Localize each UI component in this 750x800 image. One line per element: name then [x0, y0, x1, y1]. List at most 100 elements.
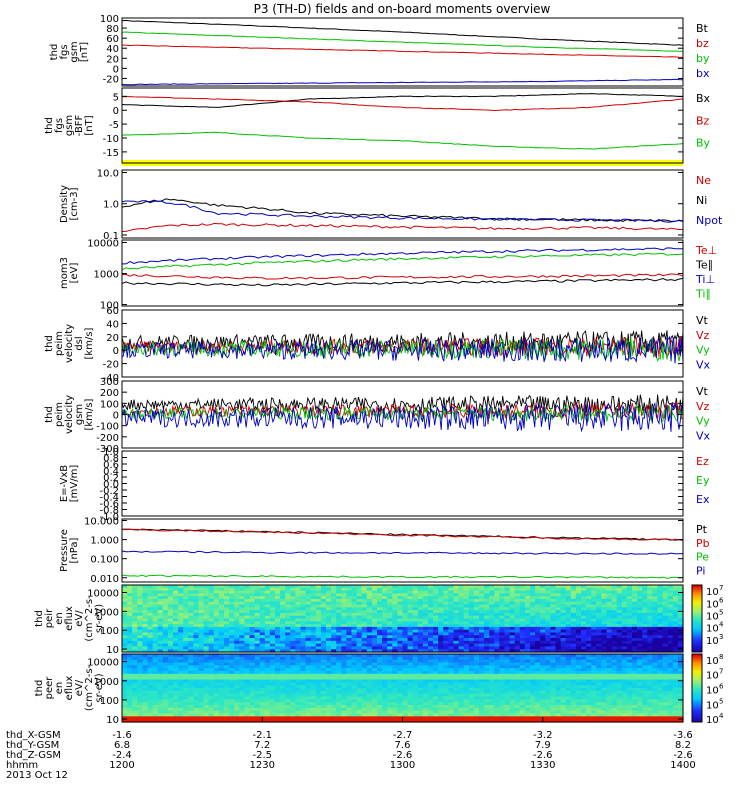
spectrogram-cell [626, 612, 633, 617]
spectrogram-cell [285, 685, 291, 689]
spectrogram-cell [351, 659, 358, 664]
colorbar-segment [692, 615, 702, 618]
spectrogram-cell [545, 598, 551, 603]
spectrogram-cell [417, 610, 424, 614]
spectrogram-cell [310, 656, 317, 661]
spectrogram-cell [417, 632, 424, 636]
spectrogram-cell [183, 673, 189, 678]
spectrogram-cell [402, 710, 409, 715]
spectrogram-cell [300, 696, 307, 700]
spectrogram-cell [530, 621, 536, 625]
spectrogram-cell [387, 716, 393, 720]
spectrogram-cell [509, 699, 516, 703]
spectrogram-cell [601, 607, 608, 611]
spectrogram-cell [224, 690, 230, 695]
spectrogram-cell [616, 610, 623, 614]
spectrogram-cell [555, 612, 562, 617]
spectrogram-cell [198, 659, 205, 664]
spectrogram-cell [310, 593, 317, 597]
spectrogram-cell [601, 646, 608, 650]
spectrogram-cell [463, 662, 470, 666]
spectrogram-cell [162, 688, 169, 692]
spectrogram-cell [417, 656, 424, 661]
spectrogram-cell [555, 643, 562, 648]
spectrogram-cell [351, 699, 358, 703]
spectrogram-cell [601, 596, 608, 600]
spectrogram-cell [453, 585, 460, 589]
spectrogram-cell [310, 618, 317, 622]
spectrogram-cell [229, 699, 235, 703]
spectrogram-cell [122, 638, 128, 642]
spectrogram-cell [509, 654, 516, 658]
spectrogram-cell [555, 585, 562, 589]
spectrogram-cell [326, 693, 332, 698]
spectrogram-cell [178, 593, 184, 597]
spectrogram-cell [479, 640, 485, 645]
spectrogram-cell [387, 679, 393, 683]
spectrogram-cell [331, 690, 337, 695]
spectrogram-cell [392, 635, 398, 639]
spectrogram-cell [132, 654, 138, 658]
spectrogram-cell [305, 618, 312, 622]
spectrogram-cell [239, 696, 245, 700]
spectrogram-cell [473, 659, 480, 664]
spectrogram-cell [213, 665, 220, 669]
spectrogram-cell [142, 626, 149, 631]
spectrogram-cell [412, 702, 419, 706]
spectrogram-cell [162, 590, 169, 594]
spectrogram-cell [667, 587, 674, 592]
spectrogram-cell [504, 668, 511, 672]
spectrogram-cell [366, 629, 373, 634]
spectrogram-cell [254, 679, 261, 683]
spectrogram-cell [341, 626, 347, 631]
spectrogram-cell [346, 624, 353, 628]
spectrogram-cell [662, 585, 669, 589]
spectrogram-cell [218, 635, 225, 639]
spectrogram-cell [290, 646, 296, 650]
spectrogram-cell [341, 629, 347, 634]
spectrogram-cell [524, 707, 531, 712]
spectrogram-cell [530, 585, 536, 589]
spectrogram-cell [377, 662, 383, 666]
spectrogram-cell [234, 626, 240, 631]
spectrogram-cell [519, 696, 526, 700]
spectrogram-cell [433, 685, 439, 689]
spectrogram-cell [555, 629, 562, 634]
spectrogram-cell [443, 710, 449, 715]
spectrogram-cell [275, 719, 281, 723]
spectrogram-cell [540, 702, 546, 706]
spectrogram-cell [667, 590, 674, 594]
spectrogram-cell [647, 638, 653, 642]
spectrogram-cell [147, 593, 154, 597]
spectrogram-cell [290, 596, 296, 600]
spectrogram-cell [504, 656, 511, 661]
spectrogram-cell [509, 656, 516, 661]
spectrogram-cell [407, 604, 414, 608]
spectrogram-cell [203, 659, 210, 664]
spectrogram-cell [300, 693, 307, 698]
spectrogram-cell [132, 671, 138, 675]
spectrogram-cell [326, 671, 332, 675]
spectrogram-cell [524, 585, 531, 589]
spectrogram-cell [213, 615, 220, 620]
spectrogram-cell [591, 610, 597, 614]
spectrogram-cell [647, 612, 653, 617]
spectrogram-cell [550, 713, 557, 717]
spectrogram-cell [351, 632, 358, 636]
spectrogram-cell [326, 662, 332, 666]
spectrogram-cell [677, 612, 684, 617]
spectrogram-cell [642, 615, 648, 620]
spectrogram-cell [458, 601, 465, 606]
spectrogram-cell [366, 615, 373, 620]
spectrogram-cell [152, 707, 159, 712]
spectrogram-cell [371, 615, 378, 620]
spectrogram-cell [315, 693, 322, 698]
spectrogram-cell [152, 685, 159, 689]
spectrogram-cell [224, 612, 230, 617]
spectrogram-cell [392, 696, 398, 700]
spectrogram-cell [479, 585, 485, 589]
spectrogram-cell [433, 679, 439, 683]
spectrogram-cell [371, 682, 378, 686]
spectrogram-cell [519, 719, 526, 723]
spectrogram-cell [264, 671, 271, 675]
